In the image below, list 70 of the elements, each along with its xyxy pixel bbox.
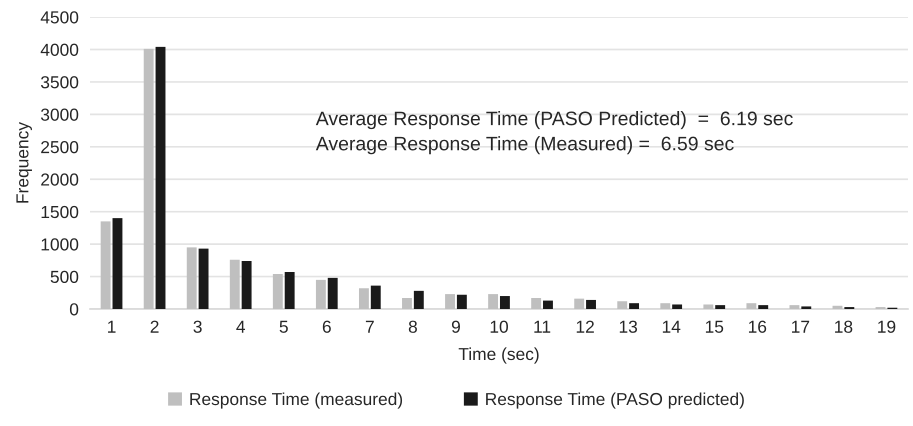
x-tick-label: 6 [322,320,331,333]
x-tick-label: 5 [280,320,288,333]
legend-label: Response Time (measured) [190,392,402,409]
bar [586,300,596,310]
x-tick-label: 2 [150,320,159,333]
bar [370,286,381,310]
bar [242,261,252,310]
annotation: Average Response Time (Measured) = 6.59 sec [316,136,734,154]
bar [715,305,726,310]
bar [488,294,498,310]
bar [801,306,812,310]
x-axis-title: Time (sec) [458,347,539,364]
bar [629,303,640,310]
y-tick-label: 500 [50,270,78,284]
bar [358,288,369,310]
bar [112,218,122,310]
x-tick-label: 3 [193,320,202,333]
bar [543,300,553,310]
bar [445,294,455,310]
x-tick-label: 18 [835,320,852,333]
y-tick-label: 0 [70,303,78,316]
bar [703,304,714,310]
bar [284,272,295,310]
x-tick-label: 1 [108,320,116,333]
y-tick-label: 4500 [40,11,78,24]
bar [414,290,424,310]
bar [574,298,584,310]
bar [617,301,628,310]
bar [832,306,842,310]
x-tick-label: 7 [366,320,374,333]
bar [186,247,197,310]
x-tick-label: 13 [620,320,638,333]
bar [531,298,542,310]
x-tick-label: 9 [452,320,460,333]
bar [456,294,467,310]
bar [156,46,166,310]
y-tick-label: 1500 [42,206,78,218]
y-axis-title: Frequency [16,122,32,203]
bar [660,303,670,310]
bar [198,248,209,310]
x-tick-label: 11 [534,320,550,333]
x-tick-label: 8 [408,320,417,333]
bar [272,274,283,310]
bar [758,305,768,310]
bar [328,278,338,310]
bar [316,280,326,310]
bar [230,260,240,310]
bar [100,221,111,310]
x-tick-label: 10 [490,320,508,333]
bar [500,296,510,310]
bar [746,303,756,310]
x-tick-label: 16 [748,320,766,333]
x-tick-label: 4 [236,320,246,333]
y-tick-label: 3500 [40,76,78,88]
legend-label: Response Time (PASO predicted) [486,392,744,409]
bar [789,305,800,310]
x-tick-label: 17 [792,320,810,333]
y-tick-label: 4000 [40,44,78,56]
bar [402,298,412,310]
annotation: Average Response Time (PASO Predicted) = 6.19 sec [316,111,793,130]
y-tick-label: 2500 [41,140,78,154]
x-tick-label: 14 [662,320,680,333]
bar [144,48,154,310]
x-tick-label: 15 [706,320,724,333]
y-tick-label: 2000 [41,173,78,186]
x-tick-label: 19 [878,320,896,333]
y-tick-label: 3000 [40,108,78,121]
x-tick-label: 12 [576,320,594,333]
y-tick-label: 1000 [42,238,78,251]
bar [672,304,682,310]
